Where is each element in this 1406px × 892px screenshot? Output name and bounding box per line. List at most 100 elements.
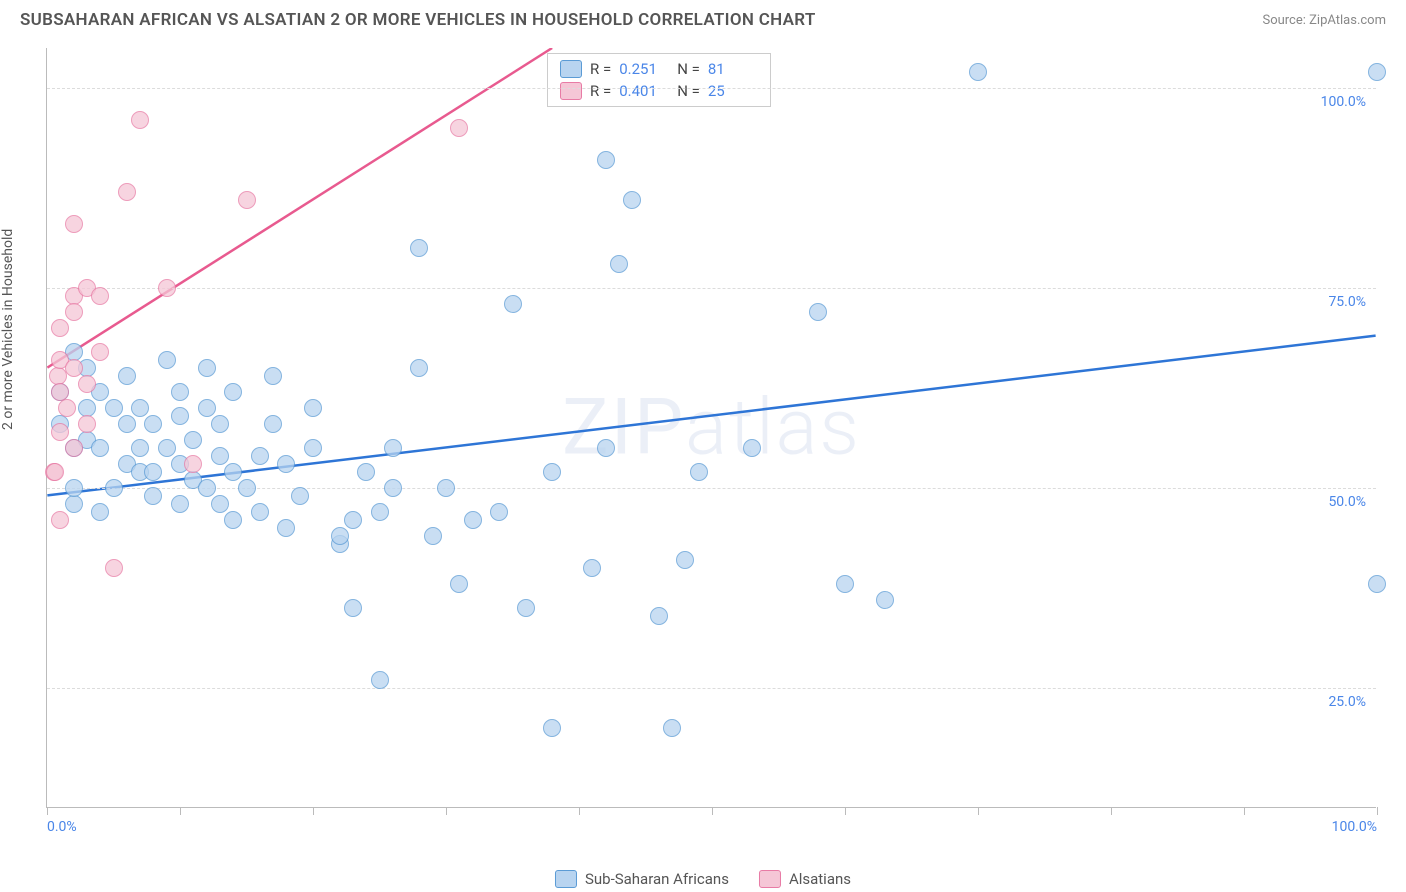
series-legend: Sub-Saharan Africans Alsatians xyxy=(555,870,851,888)
data-point xyxy=(131,111,149,129)
data-point xyxy=(198,399,216,417)
data-point xyxy=(464,511,482,529)
legend-n-label: N = xyxy=(677,60,700,78)
x-tick xyxy=(845,807,846,815)
data-point xyxy=(543,719,561,737)
x-tick xyxy=(446,807,447,815)
legend-row: R =0.401N =25 xyxy=(560,80,758,102)
data-point xyxy=(118,367,136,385)
data-point xyxy=(331,527,349,545)
source-attribution: Source: ZipAtlas.com xyxy=(1262,13,1386,28)
data-point xyxy=(118,183,136,201)
data-point xyxy=(437,479,455,497)
x-tick xyxy=(1244,807,1245,815)
legend-r-value: 0.401 xyxy=(619,82,669,100)
data-point xyxy=(105,399,123,417)
data-point xyxy=(91,503,109,521)
data-point xyxy=(277,519,295,537)
data-point xyxy=(171,383,189,401)
legend-r-label: R = xyxy=(590,60,611,78)
data-point xyxy=(251,447,269,465)
data-point xyxy=(264,415,282,433)
data-point xyxy=(91,343,109,361)
data-point xyxy=(51,423,69,441)
data-point xyxy=(65,495,83,513)
data-point xyxy=(144,463,162,481)
data-point xyxy=(650,607,668,625)
data-point xyxy=(65,439,83,457)
data-point xyxy=(384,439,402,457)
legend-r-label: R = xyxy=(590,82,611,100)
data-point xyxy=(58,399,76,417)
correlation-legend: R =0.251N =81R =0.401N =25 xyxy=(547,53,771,107)
data-point xyxy=(450,575,468,593)
data-point xyxy=(105,559,123,577)
data-point xyxy=(158,351,176,369)
legend-n-value: 25 xyxy=(708,82,758,100)
x-tick xyxy=(47,807,48,815)
data-point xyxy=(91,287,109,305)
data-point xyxy=(291,487,309,505)
watermark: ZIPatlas xyxy=(562,382,861,473)
data-point xyxy=(78,415,96,433)
legend-r-value: 0.251 xyxy=(619,60,669,78)
chart-plot-area: ZIPatlas R =0.251N =81R =0.401N =25 25.0… xyxy=(46,48,1376,808)
data-point xyxy=(211,447,229,465)
data-point xyxy=(171,407,189,425)
data-point xyxy=(969,63,987,81)
data-point xyxy=(357,463,375,481)
data-point xyxy=(690,463,708,481)
data-point xyxy=(224,463,242,481)
data-point xyxy=(51,511,69,529)
data-point xyxy=(410,359,428,377)
y-tick-label: 75.0% xyxy=(1328,294,1366,310)
data-point xyxy=(304,399,322,417)
data-point xyxy=(224,383,242,401)
data-point xyxy=(344,511,362,529)
data-point xyxy=(384,479,402,497)
data-point xyxy=(144,487,162,505)
data-point xyxy=(371,503,389,521)
legend-n-value: 81 xyxy=(708,60,758,78)
data-point xyxy=(1368,575,1386,593)
data-point xyxy=(198,479,216,497)
series-legend-label: Alsatians xyxy=(789,870,851,888)
data-point xyxy=(610,255,628,273)
y-tick-label: 50.0% xyxy=(1328,494,1366,510)
y-tick-label: 25.0% xyxy=(1328,694,1366,710)
chart-title: SUBSAHARAN AFRICAN VS ALSATIAN 2 OR MORE… xyxy=(20,10,816,30)
data-point xyxy=(158,279,176,297)
series-legend-item: Sub-Saharan Africans xyxy=(555,870,729,888)
data-point xyxy=(131,439,149,457)
x-tick xyxy=(712,807,713,815)
legend-row: R = 0.251 N = 81 xyxy=(560,58,758,80)
trend-line xyxy=(47,336,1375,496)
x-tick-label: 100.0% xyxy=(1332,819,1377,835)
data-point xyxy=(277,455,295,473)
data-point xyxy=(264,367,282,385)
legend-swatch xyxy=(560,82,582,100)
series-legend-label: Sub-Saharan Africans xyxy=(585,870,729,888)
x-tick xyxy=(1377,807,1378,815)
data-point xyxy=(198,359,216,377)
data-point xyxy=(78,375,96,393)
data-point xyxy=(517,599,535,617)
data-point xyxy=(809,303,827,321)
data-point xyxy=(158,439,176,457)
y-tick-label: 100.0% xyxy=(1321,94,1366,110)
x-tick xyxy=(313,807,314,815)
x-tick-label: 0.0% xyxy=(47,819,77,835)
data-point xyxy=(623,191,641,209)
data-point xyxy=(51,319,69,337)
legend-swatch xyxy=(759,870,781,888)
x-tick xyxy=(978,807,979,815)
data-point xyxy=(543,463,561,481)
y-axis-label: 2 or more Vehicles in Household xyxy=(0,229,16,430)
data-point xyxy=(184,455,202,473)
data-point xyxy=(304,439,322,457)
data-point xyxy=(663,719,681,737)
data-point xyxy=(450,119,468,137)
x-tick xyxy=(1111,807,1112,815)
data-point xyxy=(490,503,508,521)
data-point xyxy=(131,399,149,417)
